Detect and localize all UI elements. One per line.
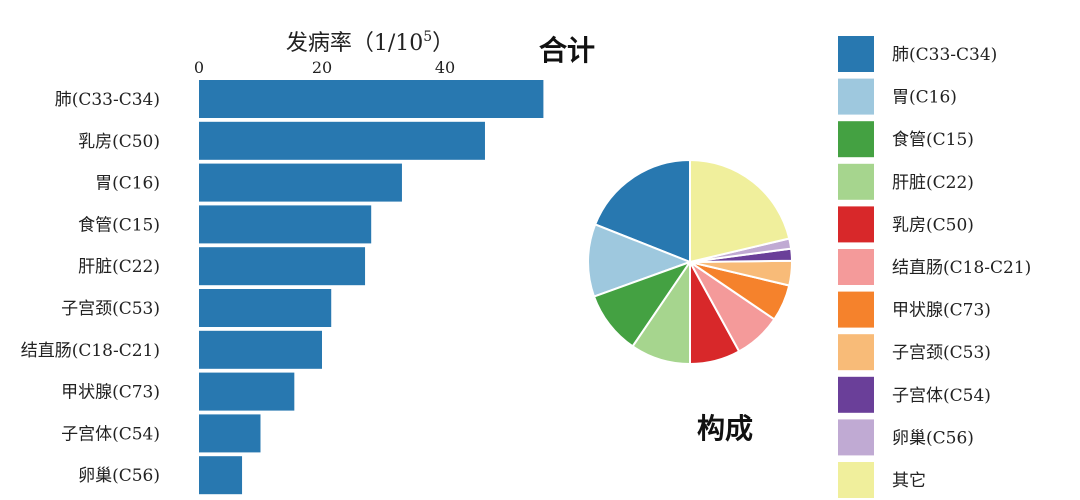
legend-label-5: 结直肠(C18-C21) <box>892 258 1031 278</box>
bar-label-8: 子宫体(C54) <box>61 424 160 444</box>
bar-category-labels: 肺(C33-C34) 乳房(C50) 胃(C16) 食管(C15) 肝脏(C22) 子宫颈… <box>21 90 160 486</box>
legend-swatch-5 <box>838 249 874 285</box>
legend-swatch-9 <box>838 419 874 456</box>
bar-9 <box>199 456 243 495</box>
legend-label-3: 肝脏(C22) <box>892 173 974 193</box>
legend-label-0: 肺(C33-C34) <box>892 45 997 65</box>
legend-label-1: 胃(C16) <box>892 88 957 108</box>
bar-label-6: 结直肠(C18-C21) <box>21 341 160 361</box>
legend-swatch-1 <box>838 78 874 115</box>
x-tick-label-2: 40 <box>435 58 455 77</box>
axis-title-exponent: 5 <box>423 29 432 45</box>
bar-x-ticks: 0 20 40 <box>194 58 455 77</box>
legend-swatch-3 <box>838 163 874 200</box>
legend-label-6: 甲状腺(C73) <box>892 301 991 321</box>
bar-axis-title: 发病率（1/105） <box>286 29 454 56</box>
pie-slice-10 <box>689 158 791 264</box>
legend-swatch-10 <box>838 462 874 498</box>
bar-label-0: 肺(C33-C34) <box>55 90 160 110</box>
bar-6 <box>199 330 322 369</box>
x-tick-label-1: 20 <box>312 58 332 77</box>
legend-label-2: 食管(C15) <box>892 130 974 150</box>
bar-label-5: 子宫颈(C53) <box>61 299 160 319</box>
bar-panel-title: 合计 <box>539 34 595 67</box>
bar-label-2: 胃(C16) <box>95 174 160 194</box>
pie-slice-1 <box>587 223 693 298</box>
bar-3 <box>199 205 372 244</box>
bar-7 <box>199 372 295 411</box>
bar-label-7: 甲状腺(C73) <box>61 383 160 403</box>
legend-swatch-7 <box>838 334 874 371</box>
bar-5 <box>199 289 332 327</box>
legend-swatch-4 <box>838 206 874 243</box>
bar-1 <box>199 121 485 160</box>
bar-2 <box>199 163 402 202</box>
legend-label-8: 子宫体(C54) <box>892 386 991 406</box>
bar-label-1: 乳房(C50) <box>78 132 160 152</box>
pie-legend: 肺(C33-C34) 胃(C16) 食管(C15) 肝脏(C22) 乳房(C50) 结直肠… <box>838 36 1031 498</box>
bar-label-9: 卵巢(C56) <box>78 466 160 486</box>
bar-8 <box>199 414 261 453</box>
pie-slices <box>587 158 794 366</box>
bar-label-3: 食管(C15) <box>78 215 160 235</box>
x-tick-label-0: 0 <box>194 58 204 77</box>
legend-label-7: 子宫颈(C53) <box>892 343 991 363</box>
pie-panel-title: 构成 <box>697 412 753 445</box>
legend-swatch-8 <box>838 376 874 413</box>
legend-swatch-2 <box>838 121 874 158</box>
legend-label-4: 乳房(C50) <box>892 215 974 235</box>
legend-swatch-6 <box>838 291 874 328</box>
axis-title-main: 发病率（1/10 <box>286 31 423 56</box>
legend-label-10: 其它 <box>892 471 926 491</box>
axis-title-suffix: ） <box>432 31 454 56</box>
bar-series <box>199 80 544 495</box>
bar-4 <box>199 247 366 286</box>
legend-label-9: 卵巢(C56) <box>892 428 974 448</box>
bar-0 <box>199 80 544 118</box>
legend-swatch-0 <box>838 36 874 72</box>
bar-label-4: 肝脏(C22) <box>78 257 160 277</box>
pie-slice-0 <box>593 158 691 264</box>
